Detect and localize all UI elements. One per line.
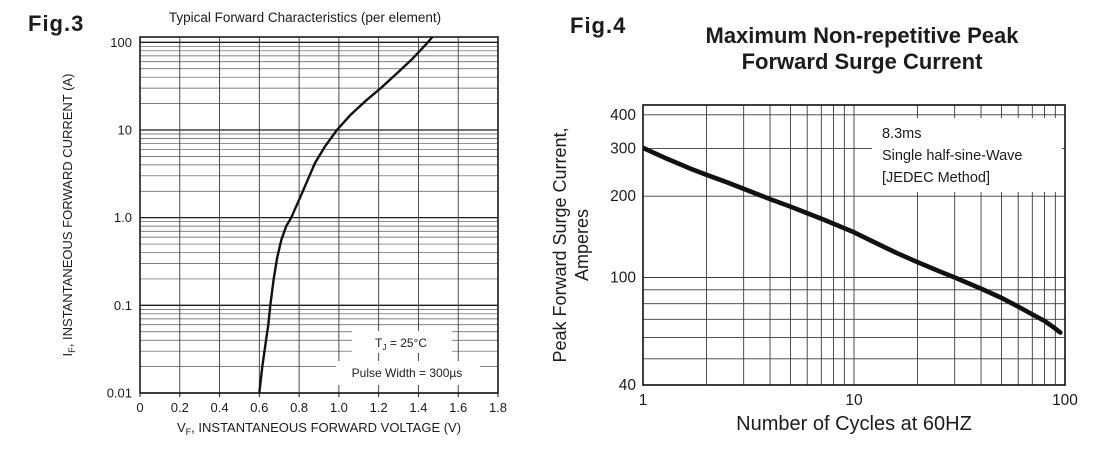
fig3-x-axis-title: VF, INSTANTANEOUS FORWARD VOLTAGE (V) bbox=[177, 420, 461, 437]
fig4-y-axis-title-line: Amperes bbox=[572, 209, 592, 281]
fig4-annotation-line: [JEDEC Method] bbox=[882, 170, 990, 186]
fig3-x-tick-label: 0.4 bbox=[211, 400, 229, 415]
fig4-y-tick-label: 100 bbox=[610, 269, 636, 286]
fig4-plot-area: 8.3ms Single half-sine-Wave [JEDEC Method]… bbox=[550, 104, 1078, 435]
fig3-x-tick-label: 0.2 bbox=[171, 400, 189, 415]
fig3-label: Fig.3 bbox=[28, 11, 84, 36]
fig3-y-tick-label: 1.0 bbox=[114, 210, 132, 225]
fig4-y-tick-label: 200 bbox=[610, 188, 636, 205]
fig4-y-axis-title-line: Peak Forward Surge Current, bbox=[550, 127, 570, 362]
fig3-annotation-box bbox=[352, 331, 452, 353]
fig3-curve bbox=[258, 37, 434, 393]
fig4-x-tick-label: 100 bbox=[1052, 392, 1078, 409]
fig3-x-tick-label: 0 bbox=[136, 400, 143, 415]
fig4-title-line1: Maximum Non-repetitive Peak bbox=[706, 23, 1020, 48]
fig3-y-axis-title: IF, INSTANTANEOUS FORWARD CURRENT (A) bbox=[60, 74, 77, 357]
fig4-y-tick-label: 300 bbox=[610, 141, 636, 158]
fig4-label: Fig.4 bbox=[570, 13, 626, 38]
fig3-annotation-tj: TJ = 25°C bbox=[375, 336, 427, 352]
fig3-x-tick-label: 1.6 bbox=[449, 400, 467, 415]
fig4-annotation-line: Single half-sine-Wave bbox=[882, 148, 1023, 164]
fig3-y-tick-label: 0.1 bbox=[114, 298, 132, 313]
fig4-plot-frame bbox=[642, 104, 1066, 386]
fig3-x-tick-label: 1.8 bbox=[489, 400, 507, 415]
fig3-x-tick-label: 0.6 bbox=[250, 400, 268, 415]
fig3-x-tick-label: 1.2 bbox=[370, 400, 388, 415]
fig4-x-axis-title: Number of Cycles at 60HZ bbox=[736, 413, 972, 435]
fig3-annotation-box bbox=[336, 361, 480, 385]
fig3-annotation-pulse-width: Pulse Width = 300µs bbox=[352, 366, 463, 380]
fig3-title: Typical Forward Characteristics (per ele… bbox=[169, 10, 441, 25]
fig4-annotation-line: 8.3ms bbox=[882, 126, 922, 142]
fig4-title-line2: Forward Surge Current bbox=[742, 49, 983, 74]
fig3-plot-frame bbox=[139, 36, 499, 394]
fig4-curve bbox=[643, 145, 1063, 335]
fig3-x-tick-label: 1.0 bbox=[330, 400, 348, 415]
fig3-y-tick-label: 100 bbox=[110, 35, 132, 50]
fig3-forward-characteristics-chart: Fig.3 Typical Forward Characteristics (p… bbox=[28, 10, 507, 437]
fig3-y-tick-label: 0.01 bbox=[107, 386, 132, 401]
fig4-annotation-box bbox=[872, 118, 1062, 192]
fig4-y-tick-label: 400 bbox=[610, 107, 636, 124]
fig4-y-tick-label: 40 bbox=[619, 377, 637, 394]
fig4-surge-current-chart: Fig.4 Maximum Non-repetitive Peak Forwar… bbox=[550, 13, 1078, 435]
fig3-x-tick-label: 0.8 bbox=[290, 400, 308, 415]
fig4-x-tick-label: 10 bbox=[845, 392, 863, 409]
fig3-x-tick-label: 1.4 bbox=[409, 400, 427, 415]
fig3-plot-area: TJ = 25°C Pulse Width = 300µs 0 0.2 0.4 0.6 0.… bbox=[60, 35, 507, 437]
fig3-y-tick-label: 10 bbox=[118, 122, 132, 137]
fig4-x-tick-label: 1 bbox=[639, 392, 648, 409]
